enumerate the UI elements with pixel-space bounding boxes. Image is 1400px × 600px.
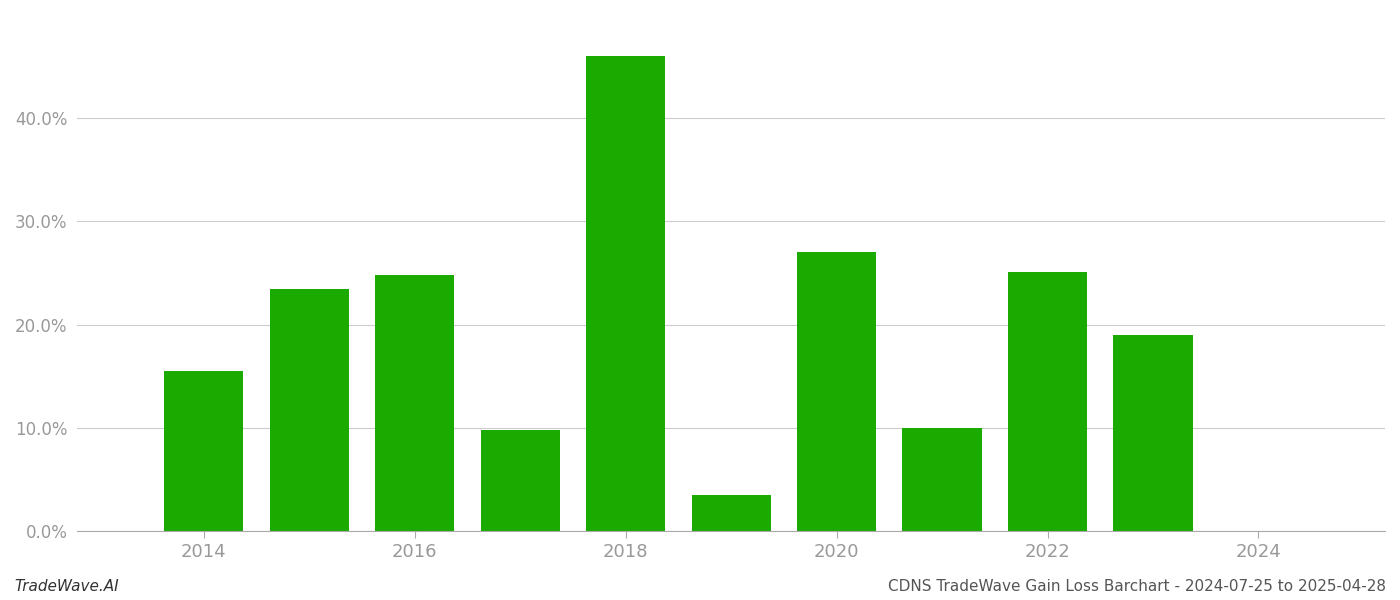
Bar (480, 430, 560, 531)
Bar (903, 428, 981, 531)
Bar (375, 275, 454, 531)
Bar (1008, 272, 1086, 531)
Bar (270, 289, 349, 531)
Bar (797, 253, 876, 531)
Bar (164, 371, 244, 531)
Text: CDNS TradeWave Gain Loss Barchart - 2024-07-25 to 2025-04-28: CDNS TradeWave Gain Loss Barchart - 2024… (888, 579, 1386, 594)
Bar (587, 56, 665, 531)
Bar (692, 495, 770, 531)
Bar (1113, 335, 1193, 531)
Text: TradeWave.AI: TradeWave.AI (14, 579, 119, 594)
